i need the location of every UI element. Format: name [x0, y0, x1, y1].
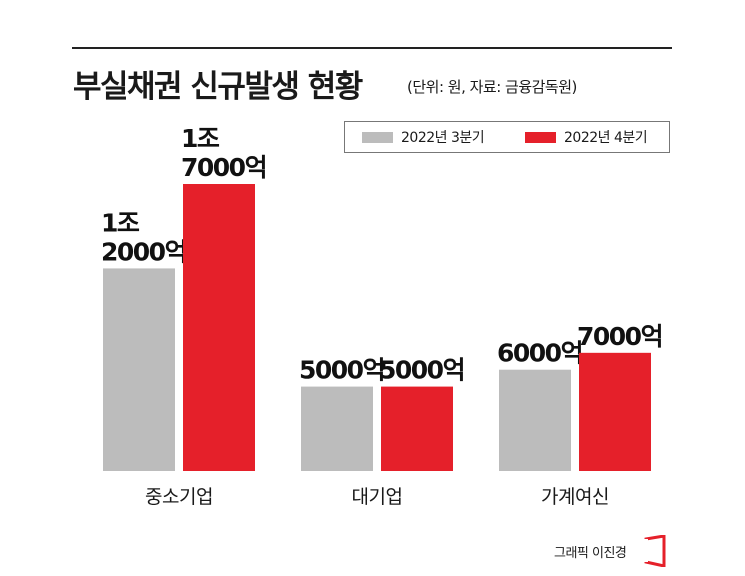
top-rule	[72, 47, 672, 49]
legend: 2022년 3분기 2022년 4분기	[344, 121, 670, 153]
value-label-q4-2-0: 7000억	[577, 322, 662, 351]
value-label-q4-0-1: 7000억	[181, 153, 266, 182]
value-label-q3-2-0: 6000억	[497, 339, 582, 368]
bar-q4-1	[381, 386, 453, 471]
legend-label-q3: 2022년 3분기	[401, 130, 485, 146]
value-label-q3-0-1: 2000억	[101, 237, 186, 266]
bar-q3-2	[499, 369, 571, 471]
bar-q4-2	[579, 352, 651, 471]
value-label-q3-1-0: 5000억	[299, 356, 384, 385]
bar-q4-0	[183, 184, 255, 471]
bracket-logo-icon	[644, 535, 666, 567]
value-label-q4-0-0: 1조	[181, 124, 220, 153]
legend-swatch-q3	[362, 132, 393, 143]
chart-title: 부실채권 신규발생 현황	[73, 69, 363, 105]
category-label-2: 가계여신	[541, 486, 609, 508]
value-label-q4-1-0: 5000억	[379, 356, 464, 385]
category-label-0: 중소기업	[145, 486, 213, 508]
legend-label-q4: 2022년 4분기	[564, 130, 648, 146]
legend-swatch-q4	[525, 132, 556, 143]
bar-q3-0	[103, 268, 175, 471]
chart-subtitle: (단위: 원, 자료: 금융감독원)	[407, 78, 577, 96]
credit-text: 그래픽 이진경	[554, 546, 627, 561]
category-label-1: 대기업	[352, 486, 403, 508]
bar-q3-1	[301, 386, 373, 471]
value-label-q3-0-0: 1조	[101, 208, 140, 237]
